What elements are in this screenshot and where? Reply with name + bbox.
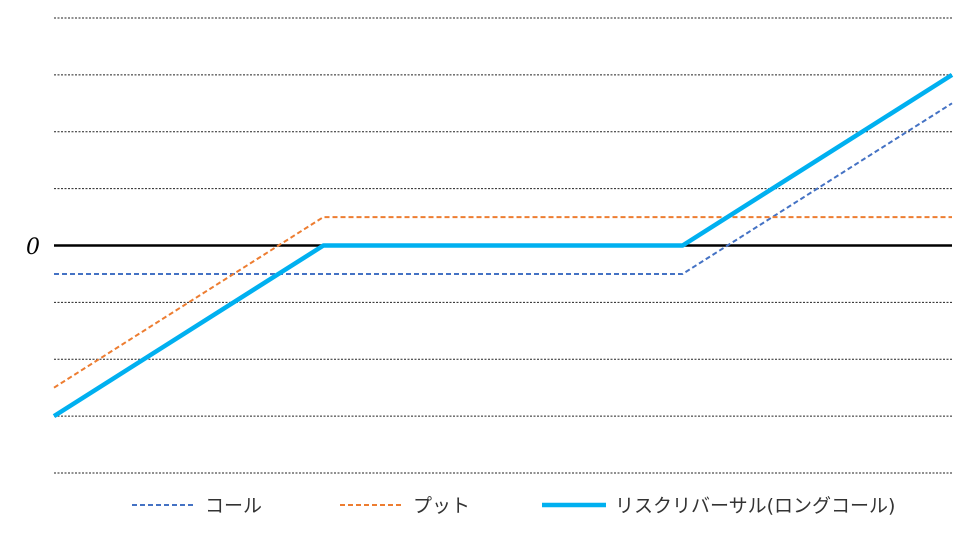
- legend-label: プット: [413, 495, 470, 517]
- legend-item-2: リスクリバーサル(ロングコール): [542, 495, 895, 517]
- series-line-2: [52, 72, 954, 419]
- legend: コール プット リスクリバーサル(ロングコール): [132, 495, 895, 517]
- series-lines: [52, 72, 954, 419]
- legend-item-0: コール: [132, 495, 262, 517]
- legend-label: リスクリバーサル(ロングコール): [615, 495, 895, 517]
- legend-label: コール: [205, 495, 262, 517]
- gridlines: [54, 17, 952, 474]
- series-line-1: [53, 216, 952, 389]
- y-tick-label-zero: 0: [26, 235, 40, 260]
- legend-item-1: プット: [340, 495, 470, 517]
- series-line-0: [54, 102, 953, 275]
